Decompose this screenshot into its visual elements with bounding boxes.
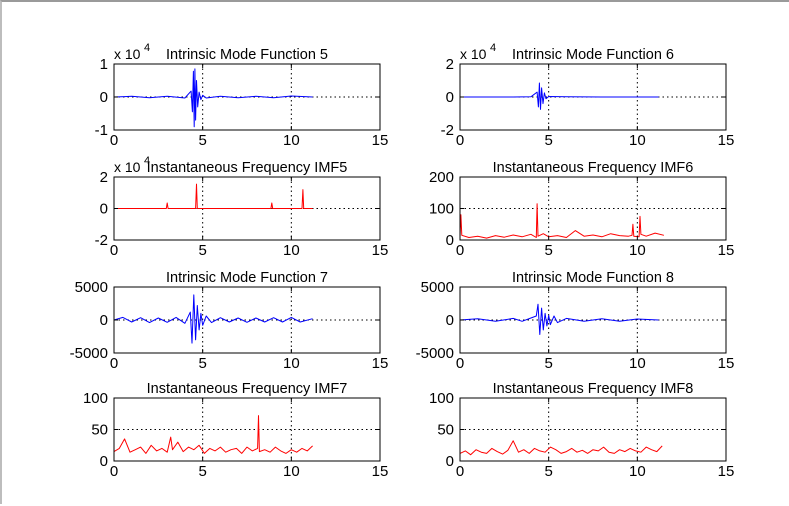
y-tick-label: -5000 — [70, 345, 108, 362]
y-tick-label: -5000 — [416, 345, 454, 362]
subplot-title: Intrinsic Mode Function 7 — [166, 270, 328, 286]
y-tick-label: 5000 — [421, 279, 454, 296]
x-tick-label: 5 — [544, 242, 552, 259]
x-tick-label: 10 — [629, 242, 646, 259]
x-tick-label: 15 — [718, 242, 735, 259]
y-tick-label: 0 — [446, 89, 454, 106]
x-tick-label: 10 — [629, 355, 646, 372]
y-tick-label: -2 — [95, 232, 108, 249]
x-tick-label: 5 — [198, 242, 206, 259]
x-tick-label: 10 — [629, 132, 646, 149]
y-tick-label: 100 — [83, 390, 108, 407]
subplot-title: Instantaneous Frequency IMF7 — [147, 381, 348, 397]
axis-exponent-label: x 10 — [114, 46, 141, 62]
y-tick-label: 1 — [100, 56, 108, 73]
x-tick-label: 5 — [198, 463, 206, 480]
y-tick-label: 0 — [446, 312, 454, 329]
subplot-instantaneous-frequency-imf6: 0 5 10 15 0 100 200 Instantaneous Frequency IMF… — [429, 160, 734, 259]
y-tick-label: 0 — [446, 453, 454, 470]
y-tick-label: 2 — [446, 56, 454, 73]
x-tick-label: 15 — [372, 355, 389, 372]
y-tick-label: -2 — [441, 122, 454, 139]
y-tick-label: 0 — [100, 201, 108, 218]
subplot-title: Intrinsic Mode Function 8 — [512, 270, 674, 286]
x-tick-label: 5 — [198, 355, 206, 372]
x-tick-label: 0 — [456, 132, 464, 149]
y-tick-label: 0 — [446, 232, 454, 249]
x-tick-label: 0 — [456, 463, 464, 480]
axis-exponent-power: 4 — [144, 42, 150, 54]
x-tick-label: 5 — [544, 463, 552, 480]
x-tick-label: 15 — [718, 132, 735, 149]
subplot-instantaneous-frequency-imf8: 0 5 10 15 0 50 100 Instantaneous Frequency IMF8 — [429, 381, 734, 480]
x-tick-label: 0 — [110, 132, 118, 149]
y-tick-label: 50 — [91, 422, 108, 439]
series-line — [459, 440, 663, 456]
x-tick-label: 5 — [544, 132, 552, 149]
subplot-title: Instantaneous Frequency IMF5 — [147, 160, 348, 176]
x-tick-label: 10 — [283, 463, 300, 480]
y-tick-label: 0 — [100, 312, 108, 329]
x-tick-label: 10 — [283, 132, 300, 149]
x-tick-label: 5 — [198, 132, 206, 149]
y-tick-label: 0 — [100, 89, 108, 106]
axis-exponent-label: x 10 — [114, 159, 141, 175]
x-tick-label: 10 — [283, 355, 300, 372]
x-tick-label: 15 — [718, 355, 735, 372]
y-tick-label: 50 — [437, 422, 454, 439]
y-tick-label: 0 — [100, 453, 108, 470]
subplot-title: Intrinsic Mode Function 5 — [166, 47, 328, 63]
x-tick-label: 0 — [456, 355, 464, 372]
axis-exponent-power: 4 — [490, 42, 496, 54]
y-tick-label: 5000 — [75, 279, 108, 296]
series-line — [113, 68, 313, 128]
subplot-instantaneous-frequency-imf7: 0 5 10 15 0 50 100 Instantaneous Frequency IMF7 — [83, 381, 388, 480]
y-tick-label: 200 — [429, 169, 454, 186]
x-tick-label: 0 — [110, 242, 118, 259]
x-tick-label: 15 — [372, 132, 389, 149]
y-tick-label: -1 — [95, 122, 108, 139]
axis-exponent-power: 4 — [144, 155, 150, 167]
subplot-title: Intrinsic Mode Function 6 — [512, 47, 674, 63]
series-line — [460, 82, 659, 110]
x-tick-label: 10 — [629, 463, 646, 480]
x-tick-label: 15 — [372, 463, 389, 480]
series-line — [459, 203, 665, 239]
x-tick-label: 0 — [456, 242, 464, 259]
x-tick-label: 10 — [283, 242, 300, 259]
x-tick-label: 0 — [110, 463, 118, 480]
y-tick-label: 100 — [429, 390, 454, 407]
subplot-title: Instantaneous Frequency IMF8 — [493, 381, 694, 397]
subplot-title: Instantaneous Frequency IMF6 — [493, 160, 694, 176]
x-tick-label: 0 — [110, 355, 118, 372]
x-tick-label: 15 — [372, 242, 389, 259]
series-line — [113, 415, 313, 454]
y-tick-label: 2 — [100, 169, 108, 186]
series-line — [113, 294, 313, 344]
y-tick-label: 100 — [429, 201, 454, 218]
axis-exponent-label: x 10 — [460, 46, 487, 62]
series-line — [459, 303, 659, 335]
series-line — [114, 183, 313, 209]
x-tick-label: 5 — [544, 355, 552, 372]
x-tick-label: 15 — [718, 463, 735, 480]
